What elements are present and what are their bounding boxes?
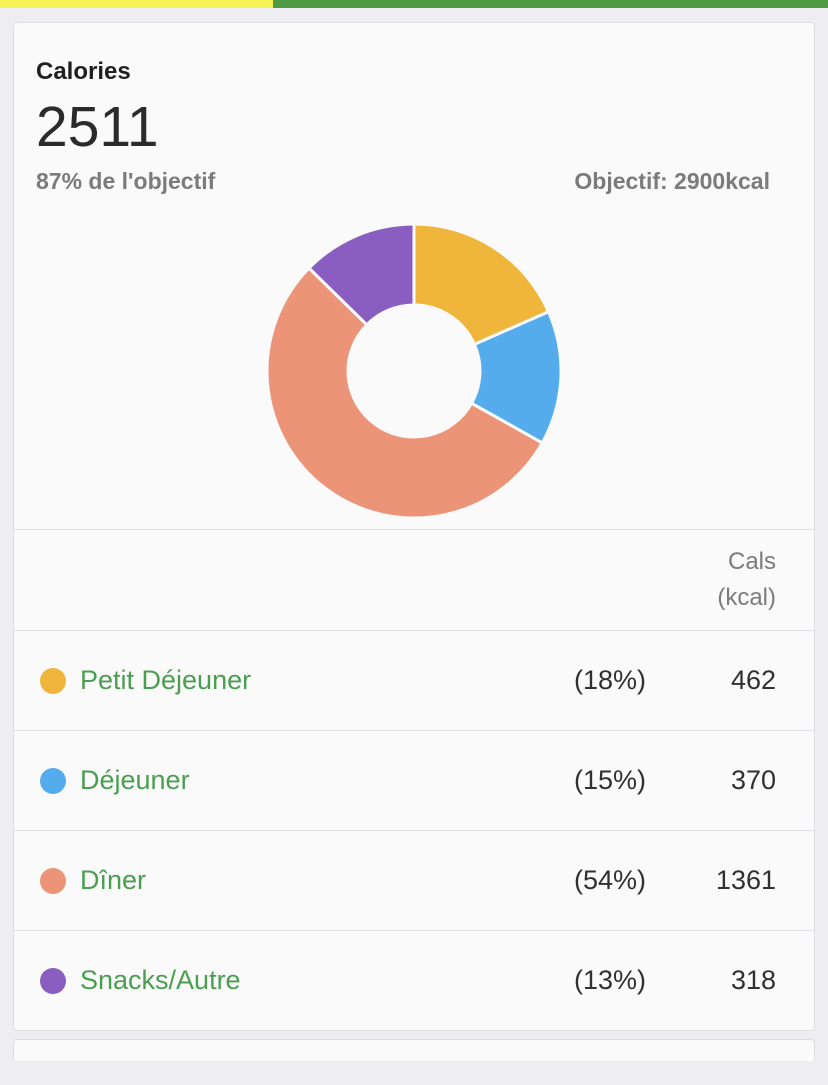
goal-label: Objectif: 2900kcal [574, 168, 770, 194]
calories-donut-chart [14, 213, 814, 529]
meal-percent: (54%) [573, 865, 646, 895]
calories-summary: Calories 2511 87% de l'objectif Objectif… [14, 23, 814, 195]
meal-label[interactable]: Petit Déjeuner [80, 665, 252, 695]
calories-card: Calories 2511 87% de l'objectif Objectif… [13, 22, 815, 1031]
page: Calories 2511 87% de l'objectif Objectif… [0, 0, 828, 1061]
meal-calories: 318 [730, 965, 776, 995]
meal-percent: (15%) [573, 765, 646, 795]
meal-label[interactable]: Snacks/Autre [80, 965, 241, 995]
meal-row-petit-dejeuner[interactable]: Petit Déjeuner (18%) 462 [14, 630, 814, 730]
goal-row: 87% de l'objectif Objectif: 2900kcal [36, 167, 792, 195]
meals-table: Cals (kcal) Petit Déjeuner (18%) 462 Déj… [14, 529, 814, 1030]
legend-dot-snacks-autre [40, 967, 66, 994]
meal-row-diner[interactable]: Dîner (54%) 1361 [14, 830, 814, 930]
table-header-row: Cals (kcal) [14, 530, 814, 630]
meal-percent: (18%) [573, 665, 646, 695]
legend-dot-petit-dejeuner [40, 667, 66, 694]
meal-label[interactable]: Déjeuner [80, 765, 190, 795]
next-card-partial [13, 1039, 815, 1061]
donut-slice-2 [265, 266, 544, 520]
column-header-cals-line1: Cals [727, 548, 776, 575]
meal-percent: (13%) [573, 965, 646, 995]
donut-chart-svg [265, 222, 563, 520]
meal-calories: 462 [730, 665, 776, 695]
day-progress-bar [0, 0, 828, 8]
column-header-cals: Cals (kcal) [717, 544, 776, 616]
meal-calories: 1361 [715, 865, 776, 895]
meal-row-snacks-autre[interactable]: Snacks/Autre (13%) 318 [14, 930, 814, 1030]
day-progress-fill [0, 0, 274, 8]
meal-calories: 370 [730, 765, 776, 795]
percent-of-goal: 87% de l'objectif [36, 168, 216, 194]
card-title: Calories [36, 58, 131, 85]
meal-row-dejeuner[interactable]: Déjeuner (15%) 370 [14, 730, 814, 830]
donut-slice-3 [307, 222, 416, 327]
legend-dot-dejeuner [40, 767, 66, 794]
meal-label[interactable]: Dîner [80, 865, 147, 895]
section-divider [0, 1031, 828, 1039]
donut-slice-0 [412, 222, 551, 346]
legend-dot-diner [40, 867, 66, 894]
column-header-cals-line2: (kcal) [717, 584, 776, 611]
calories-total: 2511 [36, 95, 159, 159]
